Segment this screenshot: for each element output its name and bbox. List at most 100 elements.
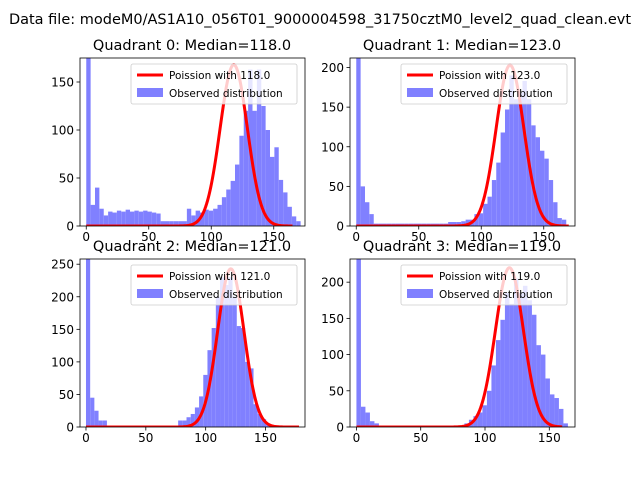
histogram-bar: [491, 180, 497, 226]
y-tick-label: 0: [336, 220, 344, 234]
histogram-bar: [228, 277, 233, 427]
histogram-bar: [486, 390, 492, 427]
x-tick-label: 50: [411, 230, 426, 244]
legend: Poission with 123.0 Observed distribution: [400, 63, 568, 105]
quadrant-0-title: Quadrant 0: Median=118.0: [93, 38, 291, 54]
histogram-bar: [360, 186, 365, 226]
quadrant-3-panel: Quadrant 3: Median=119.0 0 50 100 150 0 50 100…: [321, 239, 576, 445]
histogram-bar: [224, 285, 229, 427]
legend: Poission with 118.0 Observed distribution: [130, 63, 298, 105]
y-tick-label: 50: [329, 384, 344, 398]
histogram-bar: [99, 208, 104, 226]
x-tick-label: 150: [262, 230, 285, 244]
histogram-bar: [90, 397, 95, 427]
histogram-bar: [531, 125, 536, 226]
histogram-bar: [531, 314, 537, 427]
histogram-bar: [226, 189, 231, 226]
histogram-bar: [236, 326, 241, 427]
histogram-bar: [513, 99, 519, 226]
x-tick-label: 100: [470, 230, 493, 244]
legend-histogram-swatch: [407, 88, 433, 97]
histogram-bar: [356, 58, 361, 226]
histogram-bar: [540, 150, 545, 226]
histogram-bar: [456, 222, 462, 226]
histogram-bar: [504, 293, 510, 427]
x-tick-label: 50: [138, 431, 153, 445]
y-tick-label: 50: [329, 180, 344, 194]
x-tick-label: 100: [474, 431, 497, 445]
legend-box: [400, 264, 568, 306]
histogram-bar: [548, 180, 554, 226]
x-tick-label: 150: [254, 431, 277, 445]
histogram-bar: [208, 210, 214, 226]
legend: Poission with 121.0 Observed distribution: [130, 264, 298, 306]
histogram-bar: [535, 137, 540, 226]
histogram-bar: [356, 259, 361, 427]
axes-frame: [349, 57, 576, 227]
x-tick-label: 0: [82, 431, 90, 445]
histogram-bar: [95, 187, 100, 226]
legend-box: [130, 264, 298, 306]
poisson-fit-line: [355, 63, 570, 226]
histogram-bar: [452, 222, 457, 226]
legend-histogram-swatch: [137, 88, 163, 97]
plot-area: [85, 58, 301, 226]
poisson-fit-line: [85, 63, 294, 226]
histogram-bar: [283, 192, 288, 226]
histogram-bar: [94, 410, 99, 427]
histogram-bar: [232, 296, 237, 427]
y-tick-label: 100: [51, 355, 74, 369]
histogram-bar: [505, 109, 510, 226]
histogram-bar: [103, 215, 109, 226]
quadrant-0-panel: Quadrant 0: Median=118.0 0 50 100 150 0 50 100…: [51, 38, 306, 244]
legend-box: [130, 63, 298, 105]
histogram-bar: [518, 293, 523, 427]
histogram-bar: [102, 420, 107, 427]
plot-area: [85, 259, 300, 427]
histogram-bar: [112, 212, 117, 226]
histogram-bar: [536, 345, 541, 427]
histogram-bar: [557, 218, 562, 226]
y-tick-label: 150: [51, 76, 74, 90]
histogram-bar: [211, 328, 216, 427]
histogram-bar: [221, 197, 227, 226]
histogram-bar: [108, 211, 113, 226]
legend-histogram-label: Observed distribution: [169, 289, 283, 301]
histogram-bar: [121, 211, 126, 226]
histogram-bar: [513, 278, 519, 427]
legend-poisson-label: Poission with 119.0: [439, 271, 540, 283]
legend-poisson-label: Poission with 121.0: [169, 271, 270, 283]
x-tick-label: 50: [141, 230, 156, 244]
legend-poisson-label: Poission with 123.0: [439, 70, 540, 82]
histogram-bar: [213, 208, 218, 226]
axes-frame: [349, 258, 576, 428]
y-tick-label: 50: [59, 172, 74, 186]
histogram-bar: [448, 222, 453, 226]
quadrant-2-title: Quadrant 2: Median=121.0: [93, 239, 291, 255]
histogram-bar: [190, 413, 195, 427]
histogram-bar: [545, 378, 550, 427]
histogram-bar: [561, 219, 567, 226]
y-tick-label: 200: [51, 290, 74, 304]
legend-histogram-swatch: [407, 289, 433, 298]
histogram-bar: [182, 420, 187, 427]
histogram-bar: [191, 215, 196, 226]
histogram-bar: [240, 328, 246, 427]
y-tick-label: 100: [51, 124, 74, 138]
histogram-bar: [186, 208, 192, 226]
histogram-bar: [509, 303, 514, 427]
x-tick-label: 0: [352, 230, 360, 244]
histogram-bar: [544, 158, 549, 226]
histogram-bar: [151, 212, 157, 226]
histogram-bar: [215, 296, 221, 427]
y-tick-label: 100: [321, 140, 344, 154]
legend-histogram-label: Observed distribution: [439, 289, 553, 301]
histogram-bar: [549, 394, 555, 427]
histogram-bar: [553, 202, 558, 226]
histogram-bar: [558, 408, 564, 427]
legend-histogram-swatch: [137, 289, 163, 298]
quadrant-1-panel: Quadrant 1: Median=123.0 0 50 100 150 0 50 100…: [321, 38, 576, 244]
histogram-bar: [230, 180, 235, 226]
histogram-bar: [249, 368, 254, 427]
histogram-bar: [165, 221, 170, 226]
